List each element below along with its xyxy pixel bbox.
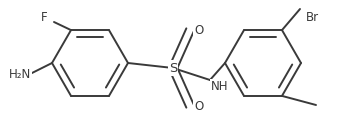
- Text: O: O: [194, 99, 204, 112]
- Text: O: O: [194, 24, 204, 37]
- Text: NH: NH: [211, 80, 229, 93]
- Text: F: F: [41, 11, 47, 24]
- Text: S: S: [169, 61, 177, 74]
- Text: Br: Br: [306, 11, 319, 24]
- Text: H₂N: H₂N: [9, 69, 31, 82]
